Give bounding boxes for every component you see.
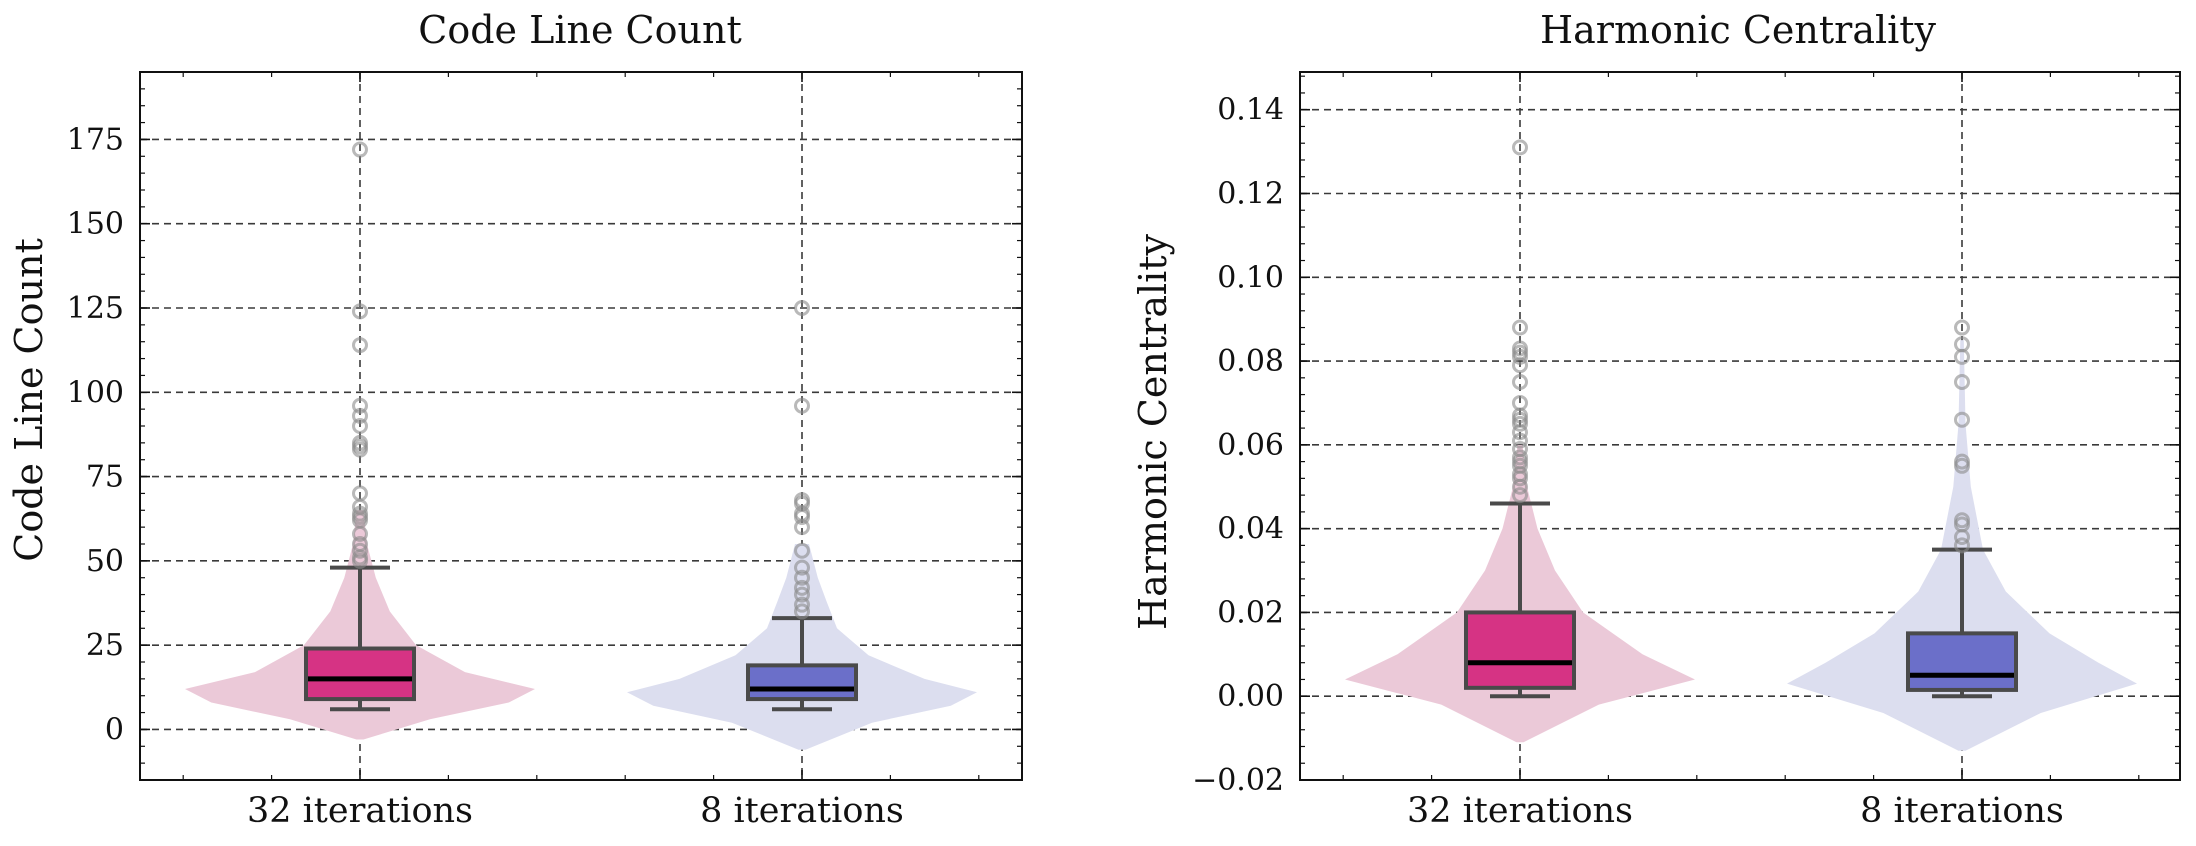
panel-code-line-count: Code Line Count Code Line Count 0 25 50 75 1…: [7, 8, 1023, 831]
outlier-point: [1954, 411, 1970, 428]
y-tick-label: 75: [86, 460, 124, 495]
y-tick-label: 0.00: [1217, 679, 1284, 714]
y-tick-label: 25: [86, 628, 124, 663]
outlier-point: [352, 407, 368, 424]
outlier-point: [1512, 441, 1528, 458]
y-tick-label: 0.12: [1217, 176, 1284, 211]
outlier-point: [352, 536, 368, 552]
outlier-point: [1512, 487, 1528, 504]
violin-blue: [1787, 340, 2137, 751]
box: [746, 663, 858, 702]
outlier-point: [352, 418, 368, 434]
y-tick-label: 150: [67, 207, 124, 242]
box: [1464, 610, 1576, 690]
y-tick-label: 0: [105, 712, 124, 747]
outlier-point: [1954, 336, 1970, 353]
y-tick-label: 0.10: [1217, 260, 1284, 295]
outlier-point: [1954, 512, 1970, 529]
y-axis-label: Harmonic Centrality: [1131, 233, 1175, 630]
outlier-point: [352, 542, 368, 559]
outlier-point: [352, 434, 368, 451]
y-tick-label: 0.02: [1217, 595, 1284, 630]
outlier-point: [794, 397, 810, 414]
outlier-point: [794, 596, 810, 613]
outlier-point: [1512, 139, 1528, 156]
chart-title: Code Line Count: [418, 8, 741, 52]
x-tick-label: 32 iterations: [1407, 791, 1633, 831]
outlier-point: [1512, 394, 1528, 411]
x-tick-label: 32 iterations: [247, 791, 473, 831]
panel-harmonic-centrality: Harmonic Centrality Harmonic Centrality …: [1131, 8, 2181, 831]
outlier-point: [352, 303, 368, 320]
y-tick-label: 0.06: [1217, 428, 1284, 463]
outlier-point: [794, 586, 810, 603]
outlier-point: [352, 485, 368, 502]
box: [1906, 631, 2018, 692]
outlier-point: [1512, 340, 1528, 357]
chart-title: Harmonic Centrality: [1540, 8, 1937, 52]
y-tick-label: 0.04: [1217, 512, 1284, 547]
y-axis-label: Code Line Count: [7, 238, 51, 561]
outlier-point: [794, 579, 810, 596]
y-tick-label: −0.02: [1192, 763, 1284, 798]
x-tick-label: 8 iterations: [700, 791, 904, 831]
outlier-point: [1512, 432, 1528, 449]
y-tick-label: 0.08: [1217, 344, 1284, 379]
x-tick-label: 8 iterations: [1860, 791, 2064, 831]
outlier-point: [794, 542, 810, 559]
outlier-point: [794, 569, 810, 586]
axes-frame: [1299, 71, 2181, 781]
outlier-point: [1954, 453, 1970, 470]
outlier-point: [794, 492, 810, 509]
y-tick-label: 50: [86, 544, 124, 579]
outlier-point: [1512, 319, 1528, 336]
outlier-point: [352, 337, 368, 354]
y-tick-label: 0.14: [1217, 93, 1284, 128]
outlier-point: [352, 505, 368, 522]
y-tick-label: 125: [67, 291, 124, 326]
y-tick-label: 100: [67, 375, 124, 410]
outlier-point: [352, 397, 368, 414]
outlier-point: [794, 603, 810, 620]
outlier-point: [1512, 374, 1528, 391]
outlier-point: [1954, 537, 1970, 554]
outlier-point: [1954, 319, 1970, 336]
box: [304, 646, 416, 702]
y-tick-label: 175: [67, 122, 124, 157]
outlier-point: [794, 559, 810, 576]
outlier-point: [794, 300, 810, 316]
outlier-point: [1512, 449, 1528, 466]
outlier-point: [352, 141, 368, 158]
outlier-point: [1954, 374, 1970, 391]
